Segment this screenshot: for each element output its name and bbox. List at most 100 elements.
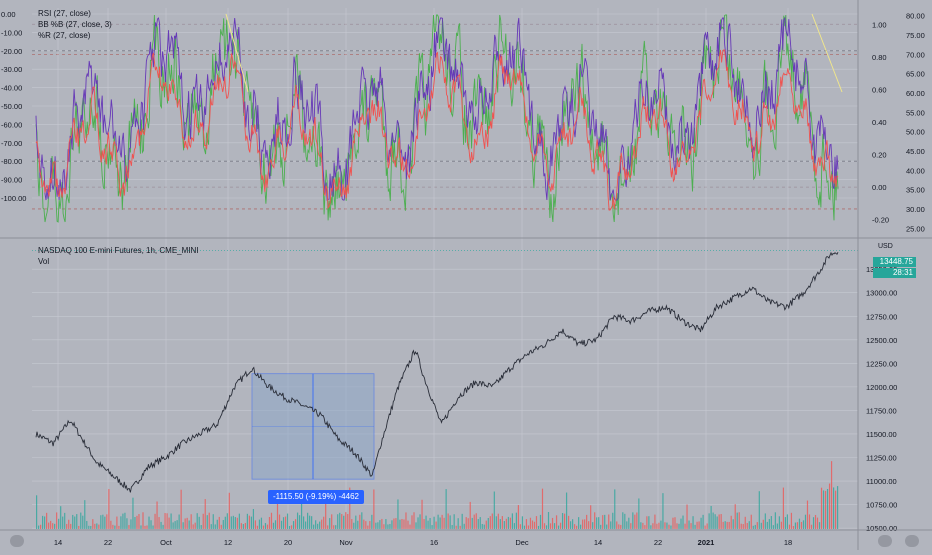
wr-axis-tick: -10.00 bbox=[1, 28, 22, 37]
volume-bar bbox=[258, 519, 261, 529]
volume-bar bbox=[214, 524, 216, 529]
volume-bar bbox=[411, 515, 413, 529]
volume-bar bbox=[557, 525, 560, 529]
volume-bar bbox=[600, 524, 602, 529]
volume-bar bbox=[768, 519, 770, 529]
volume-bar bbox=[467, 518, 469, 529]
volume-bar bbox=[399, 519, 401, 529]
volume-bar bbox=[56, 512, 58, 529]
volume-bar bbox=[315, 520, 317, 529]
volume-bar bbox=[80, 512, 82, 529]
volume-bar bbox=[122, 513, 124, 529]
legend-bb[interactable]: BB %B (27, close, 3) bbox=[38, 20, 112, 29]
volume-bar bbox=[244, 522, 246, 529]
volume-bar bbox=[740, 523, 742, 529]
volume-bar bbox=[746, 522, 748, 529]
volume-bar bbox=[174, 521, 176, 529]
volume-bar bbox=[590, 505, 592, 529]
volume-bar bbox=[527, 525, 530, 529]
volume-bar bbox=[592, 522, 594, 529]
volume-bar bbox=[393, 518, 395, 529]
volume-bar bbox=[572, 519, 574, 529]
scroll-left-icon[interactable] bbox=[10, 535, 24, 547]
wr-axis-tick: -30.00 bbox=[1, 65, 22, 74]
volume-bar bbox=[70, 523, 72, 529]
volume-legend[interactable]: Vol bbox=[38, 257, 50, 266]
volume-bar bbox=[622, 512, 624, 529]
volume-bar bbox=[134, 517, 136, 529]
legend-wr[interactable]: %R (27, close) bbox=[38, 31, 91, 40]
volume-bar bbox=[377, 522, 379, 529]
volume-bar bbox=[429, 518, 431, 529]
volume-bar bbox=[387, 524, 389, 529]
volume-bar bbox=[339, 512, 341, 529]
time-axis-tick: Nov bbox=[339, 538, 353, 547]
volume-bar bbox=[162, 524, 164, 529]
volume-bar bbox=[42, 515, 44, 529]
volume-bar bbox=[818, 522, 821, 529]
volume-bar bbox=[812, 517, 815, 529]
wr-axis-tick: -90.00 bbox=[1, 176, 22, 185]
bb-axis-tick: -0.20 bbox=[872, 216, 889, 225]
volume-bar bbox=[788, 524, 791, 529]
rsi-axis-tick: 40.00 bbox=[906, 166, 925, 175]
volume-bar bbox=[184, 518, 186, 529]
scroll-right-icon[interactable] bbox=[905, 535, 919, 547]
bb-axis-tick: 1.00 bbox=[872, 20, 887, 29]
volume-bar bbox=[770, 516, 772, 529]
volume-bar bbox=[720, 514, 722, 529]
volume-bar bbox=[712, 512, 714, 529]
volume-bar bbox=[72, 514, 74, 529]
volume-bar bbox=[471, 517, 473, 529]
price-legend: NASDAQ 100 E-mini Futures, 1h, CME_MINI … bbox=[38, 245, 199, 267]
volume-bar bbox=[160, 521, 162, 529]
volume-bar bbox=[307, 512, 309, 529]
rsi-axis-tick: 25.00 bbox=[906, 224, 925, 233]
volume-bar bbox=[276, 503, 279, 529]
volume-bar bbox=[60, 506, 62, 529]
volume-bar bbox=[98, 524, 100, 529]
volume-bar bbox=[706, 523, 708, 529]
volume-bar bbox=[148, 516, 150, 529]
volume-bar bbox=[433, 516, 435, 529]
volume-bar bbox=[479, 517, 481, 529]
volume-bar bbox=[343, 515, 345, 529]
indicator-legend: RSI (27, close) BB %B (27, close, 3) %R … bbox=[38, 8, 112, 41]
volume-bar bbox=[298, 515, 301, 529]
volume-bar bbox=[576, 525, 578, 529]
volume-bar bbox=[614, 489, 616, 529]
price-axis-tick: 10500.00 bbox=[866, 524, 897, 533]
volume-bar bbox=[551, 517, 554, 529]
volume-bar bbox=[692, 516, 694, 529]
volume-bar bbox=[774, 512, 776, 529]
volume-bar bbox=[347, 514, 349, 529]
reset-scale-icon[interactable] bbox=[878, 535, 892, 547]
volume-bar bbox=[379, 520, 381, 529]
legend-rsi[interactable]: RSI (27, close) bbox=[38, 9, 91, 18]
volume-bar bbox=[618, 524, 620, 529]
volume-bar bbox=[491, 513, 493, 529]
volume-bar bbox=[539, 514, 542, 529]
volume-bar bbox=[772, 525, 774, 529]
measure-label[interactable]: -1115.50 (-9.19%) -4462 bbox=[268, 490, 364, 504]
volume-bar bbox=[563, 513, 566, 529]
rsi-axis-tick: 50.00 bbox=[906, 128, 925, 137]
volume-bar bbox=[421, 499, 423, 529]
volume-bar bbox=[517, 505, 520, 529]
volume-bar bbox=[567, 515, 570, 529]
volume-bar bbox=[702, 514, 704, 529]
volume-bar bbox=[724, 521, 726, 529]
volume-bar bbox=[586, 514, 588, 529]
volume-bar bbox=[190, 514, 192, 529]
volume-bar bbox=[836, 486, 839, 529]
symbol-title[interactable]: NASDAQ 100 E-mini Futures, 1h, CME_MINI bbox=[38, 246, 199, 255]
wr-axis-tick: -50.00 bbox=[1, 102, 22, 111]
rsi-axis-tick: 35.00 bbox=[906, 186, 925, 195]
volume-bar bbox=[401, 519, 403, 529]
price-axis-tick: 13000.00 bbox=[866, 289, 897, 298]
volume-bar bbox=[188, 520, 190, 529]
volume-bar bbox=[389, 523, 391, 529]
volume-bar bbox=[268, 517, 271, 529]
